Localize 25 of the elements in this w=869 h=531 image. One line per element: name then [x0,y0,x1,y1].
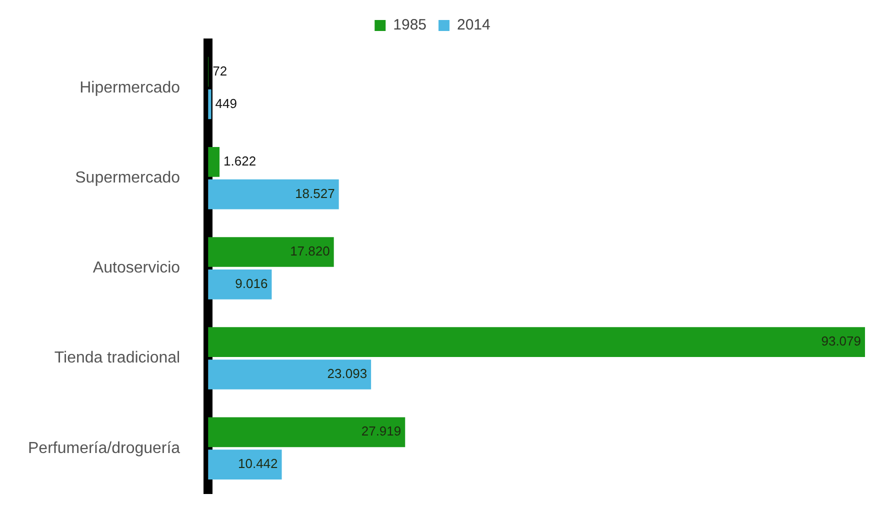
y-tick-label: Perfumería/droguería [28,440,180,457]
bar [208,179,339,210]
y-tick-label: Hipermercado [80,79,180,96]
data-label: 1.622 [224,153,256,168]
y-tick-label: Tienda tradicional [54,350,180,367]
bar [208,417,406,448]
data-label: 93.079 [821,334,861,349]
legend-label: 2014 [457,16,490,34]
data-label: 449 [215,96,237,111]
data-label: 10.442 [238,456,278,472]
data-label: 17.820 [290,244,330,259]
y-tick-label: Autoservicio [92,260,180,277]
data-label: 23.093 [327,366,368,382]
data-label: 27.919 [361,424,402,439]
bar [208,146,220,177]
data-label: 9.016 [235,276,268,291]
bar [208,450,282,480]
bar [208,269,272,300]
y-tick-label: Supermercado [75,170,180,187]
bar [208,237,334,267]
bar [208,360,372,390]
legend-label: 1985 [393,16,427,34]
bar [208,327,865,357]
data-label: 18.527 [295,186,335,201]
data-label: 72 [212,63,228,78]
